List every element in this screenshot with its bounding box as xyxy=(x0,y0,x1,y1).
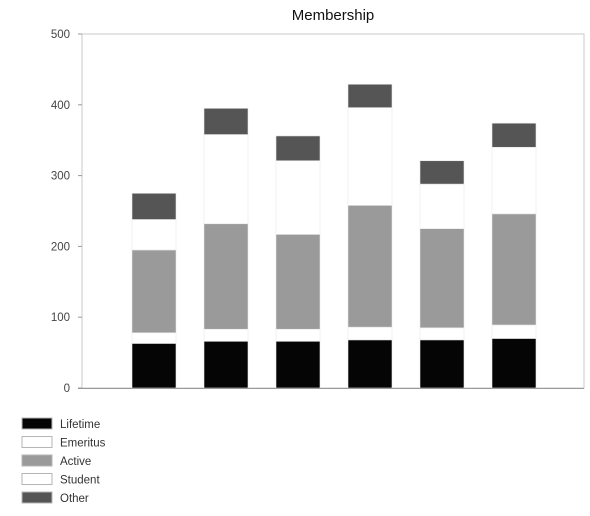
bar-segment-other xyxy=(491,122,537,148)
bar-segment-other xyxy=(275,135,321,162)
bar-segment-active xyxy=(491,213,537,326)
bar-segment-active xyxy=(275,234,321,330)
bar-segment-emeritus xyxy=(275,328,321,342)
bar-segment-emeritus xyxy=(203,328,249,342)
bar-segment-emeritus xyxy=(419,327,465,341)
chart-title: Membership xyxy=(292,7,375,24)
bar-segment-student xyxy=(347,107,393,206)
bar-segment-student xyxy=(419,183,465,229)
bar-segment-student xyxy=(491,146,537,215)
bar-segment-active xyxy=(203,223,249,330)
bar-segment-active xyxy=(347,205,393,328)
bar-segment-other xyxy=(203,108,249,135)
bar-segment-lifetime xyxy=(131,343,177,389)
bar-segment-active xyxy=(131,249,177,334)
bar-segment-emeritus xyxy=(347,326,393,341)
legend-swatch-active xyxy=(21,454,53,467)
bar-segment-student xyxy=(275,160,321,235)
bar-segment-other xyxy=(347,83,393,108)
bar-segment-student xyxy=(203,134,249,225)
legend-swatch-lifetime xyxy=(21,417,53,430)
y-tick-label: 100 xyxy=(51,312,70,324)
bar-segment-emeritus xyxy=(491,324,537,339)
bar-segment-active xyxy=(419,228,465,329)
legend-swatch-other xyxy=(21,491,53,504)
legend-swatch-student xyxy=(21,473,53,485)
y-tick-label: 500 xyxy=(51,29,70,41)
bar-segment-lifetime xyxy=(491,338,537,389)
bar-segment-emeritus xyxy=(131,332,177,344)
bar-segment-student xyxy=(131,219,177,251)
legend-label-other: Other xyxy=(60,493,89,505)
y-tick-label: 300 xyxy=(51,171,70,183)
legend-label-lifetime: Lifetime xyxy=(60,419,100,431)
legend-swatch-emeritus xyxy=(21,436,53,448)
y-axis: 0 100 200 300 400 500 xyxy=(51,29,82,395)
bar-segment-lifetime xyxy=(419,339,465,389)
bar-segment-lifetime xyxy=(203,340,249,389)
legend-label-emeritus: Emeritus xyxy=(60,438,106,450)
legend-label-student: Student xyxy=(60,475,100,487)
bar-segment-other xyxy=(131,193,177,220)
y-tick-label: 0 xyxy=(64,383,70,395)
bar-segment-lifetime xyxy=(275,340,321,389)
legend-label-active: Active xyxy=(60,456,91,468)
y-tick-label: 400 xyxy=(51,100,70,112)
y-tick-label: 200 xyxy=(51,241,70,253)
legend: Lifetime Emeritus Active Student Other xyxy=(21,417,106,505)
bar-segment-other xyxy=(419,160,465,185)
bar-segment-lifetime xyxy=(347,339,393,389)
bars xyxy=(131,83,537,389)
